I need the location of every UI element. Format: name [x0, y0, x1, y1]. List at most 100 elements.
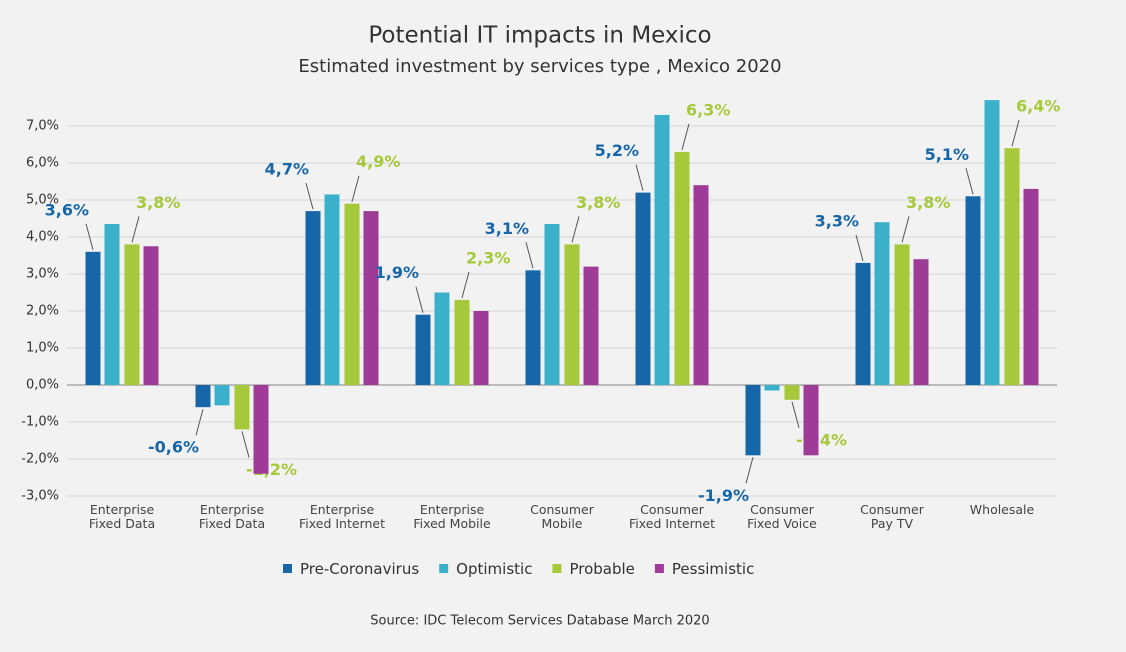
bar	[363, 211, 379, 385]
source-note: Source: IDC Telecom Services Database Ma…	[370, 614, 709, 629]
data-label: 3,8%	[906, 193, 950, 212]
x-tick-label: Wholesale	[969, 502, 1035, 517]
x-tick-label: Consumer Pay TV	[860, 502, 924, 531]
bar	[143, 246, 159, 385]
data-label: 5,1%	[925, 145, 969, 164]
bar	[855, 262, 871, 385]
legend-label: Optimistic	[456, 560, 532, 578]
legend-swatch	[283, 564, 292, 573]
data-label: 5,2%	[595, 141, 639, 160]
bar	[635, 192, 651, 385]
bar	[745, 385, 761, 456]
data-label: 3,8%	[576, 193, 620, 212]
y-tick-label: 1,0%	[26, 341, 59, 356]
leader-line	[571, 216, 580, 243]
bar	[473, 311, 489, 385]
bar	[104, 224, 120, 385]
y-tick-label: 6,0%	[26, 156, 59, 171]
bar	[583, 266, 599, 385]
y-tick-label: 0,0%	[26, 378, 59, 393]
y-tick-label: 5,0%	[26, 193, 59, 208]
x-tick-label: Consumer Fixed Internet	[629, 502, 715, 531]
leader-line	[85, 223, 94, 250]
leader-line	[195, 409, 204, 436]
leader-line	[745, 457, 754, 484]
bar	[913, 259, 929, 385]
data-label: 4,9%	[356, 152, 400, 171]
data-label: 4,7%	[265, 160, 309, 179]
bar	[434, 292, 450, 385]
data-label: 6,3%	[686, 100, 730, 119]
data-label: 2,3%	[466, 248, 510, 267]
bar	[124, 244, 140, 385]
bar	[564, 244, 580, 385]
x-tick-label: Enterprise Fixed Internet	[299, 502, 385, 531]
bar	[1004, 148, 1020, 385]
legend-label: Pessimistic	[672, 560, 754, 578]
bar	[324, 194, 340, 385]
data-label: 3,8%	[136, 193, 180, 212]
leader-line	[241, 431, 250, 458]
bar	[544, 224, 560, 385]
leader-line	[1011, 120, 1020, 147]
bar	[525, 270, 541, 385]
bar	[764, 385, 780, 391]
bar	[984, 100, 1000, 385]
leader-line	[965, 168, 974, 195]
bar	[803, 385, 819, 456]
x-tick-label: Enterprise Fixed Data	[198, 502, 266, 531]
bar	[305, 211, 321, 385]
data-label: 1,9%	[375, 263, 419, 282]
bar	[253, 385, 269, 474]
bar	[874, 222, 890, 385]
y-tick-label: 7,0%	[26, 119, 59, 134]
data-label: -1,9%	[698, 486, 749, 505]
bar	[654, 114, 670, 386]
data-label: 6,4%	[1016, 97, 1060, 116]
data-label: 3,3%	[815, 211, 859, 230]
bar	[344, 203, 360, 385]
leader-line	[791, 401, 800, 428]
data-label: 3,1%	[485, 219, 529, 238]
x-tick-label: Consumer Fixed Voice	[747, 502, 817, 531]
legend-swatch	[552, 564, 562, 573]
leader-line	[351, 175, 360, 202]
x-tick-label: Consumer Mobile	[530, 502, 594, 531]
bar	[234, 385, 250, 430]
leader-line	[681, 123, 690, 151]
legend-swatch	[654, 564, 664, 573]
leader-line	[461, 271, 470, 299]
leader-line	[635, 164, 644, 191]
legend-swatch	[439, 564, 449, 573]
bar	[674, 151, 690, 385]
leader-line	[415, 286, 424, 313]
leader-line	[901, 216, 910, 243]
bar	[85, 251, 101, 385]
y-tick-label: -2,0%	[21, 452, 59, 467]
bar	[784, 385, 800, 400]
y-tick-label: 2,0%	[26, 304, 59, 319]
x-tick-label: Enterprise Fixed Data	[88, 502, 156, 531]
chart-title: Potential IT impacts in Mexico	[368, 23, 711, 49]
y-tick-label: -1,0%	[21, 415, 59, 430]
bar	[454, 299, 470, 385]
leader-line	[305, 182, 314, 210]
chart-subtitle: Estimated investment by services type , …	[298, 56, 781, 77]
leader-line	[525, 242, 534, 269]
bar	[965, 196, 981, 385]
bar	[1023, 188, 1039, 385]
bar	[415, 314, 431, 385]
data-label: -0,6%	[148, 438, 199, 457]
x-tick-label: Enterprise Fixed Mobile	[413, 502, 491, 531]
bar	[214, 385, 230, 406]
legend-label: Probable	[569, 560, 634, 578]
y-tick-label: 4,0%	[26, 230, 59, 245]
y-tick-label: -3,0%	[21, 489, 59, 504]
leader-line	[131, 216, 140, 243]
bar	[894, 244, 910, 385]
bar	[195, 385, 211, 408]
leader-line	[855, 234, 864, 262]
y-tick-label: 3,0%	[26, 267, 59, 282]
